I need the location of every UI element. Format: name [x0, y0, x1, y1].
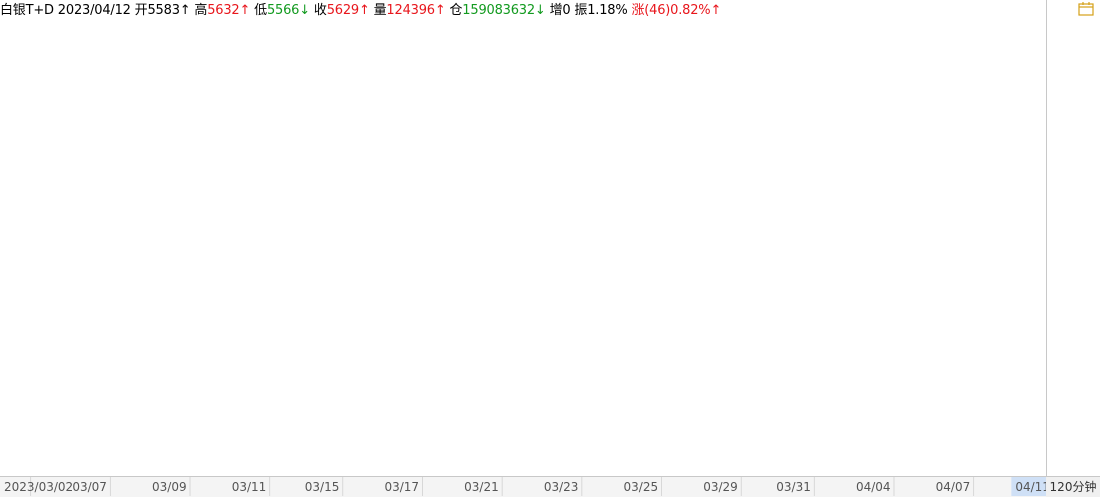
x-tick-label: 04/11 — [1015, 480, 1050, 494]
y-axis-border — [1046, 0, 1047, 496]
x-tick-label: 03/25 — [624, 480, 659, 494]
x-tick-label: 03/11 — [232, 480, 267, 494]
volume-value: 124396↑ — [386, 3, 446, 18]
x-tick-label: 04/04 — [856, 480, 891, 494]
x-tick-label: 03/07 — [72, 480, 107, 494]
instrument-name: 白银T+D — [0, 3, 54, 18]
open-interest-value: 159083632↓ — [462, 3, 546, 18]
amplitude-label: 振 — [574, 3, 588, 18]
x-tick-label: 03/31 — [776, 480, 811, 494]
close-value: 5629↑ — [326, 3, 370, 18]
x-ticks-layer: 2023/03/02 03/07 03/09 03/11 03/15 03/17 03/21… — [4, 477, 1060, 496]
x-tick-label: 03/23 — [544, 480, 579, 494]
change-label: 涨 — [631, 3, 645, 18]
x-tick-label: 03/29 — [703, 480, 738, 494]
high-label: 高 — [194, 3, 208, 18]
quote-header: 白银T+D 2023/04/12 开5583↑ 高5632↑ 低5566↓ 收5… — [0, 0, 1046, 22]
close-label: 收 — [313, 3, 327, 18]
period-selector[interactable]: 120分钟 — [1046, 476, 1100, 497]
amplitude-value: 1.18% — [587, 3, 628, 18]
low-value: 5566↓ — [266, 3, 310, 18]
quote-date: 2023/04/12 — [57, 3, 131, 18]
volume-label: 量 — [373, 3, 387, 18]
high-value: 5632↑ — [207, 3, 251, 18]
open-value: 5583↑ — [147, 3, 191, 18]
x-axis-bar — [0, 476, 1046, 497]
change-value: (46)0.82%↑ — [644, 3, 722, 18]
x-tick-label: 04/07 — [936, 480, 971, 494]
x-tick-label: 03/15 — [305, 480, 340, 494]
oi-change-value: 0 — [562, 3, 571, 18]
open-label: 开 — [134, 3, 148, 18]
x-tick-label: 03/09 — [152, 480, 187, 494]
oi-change-label: 增 — [549, 3, 563, 18]
low-label: 低 — [254, 3, 267, 18]
x-tick-label: 03/21 — [464, 480, 499, 494]
calendar-icon[interactable] — [1078, 2, 1094, 16]
x-tick-label: 2023/03/02 — [4, 480, 73, 494]
open-interest-label: 仓 — [449, 3, 463, 18]
x-tick-label: 03/17 — [384, 480, 419, 494]
